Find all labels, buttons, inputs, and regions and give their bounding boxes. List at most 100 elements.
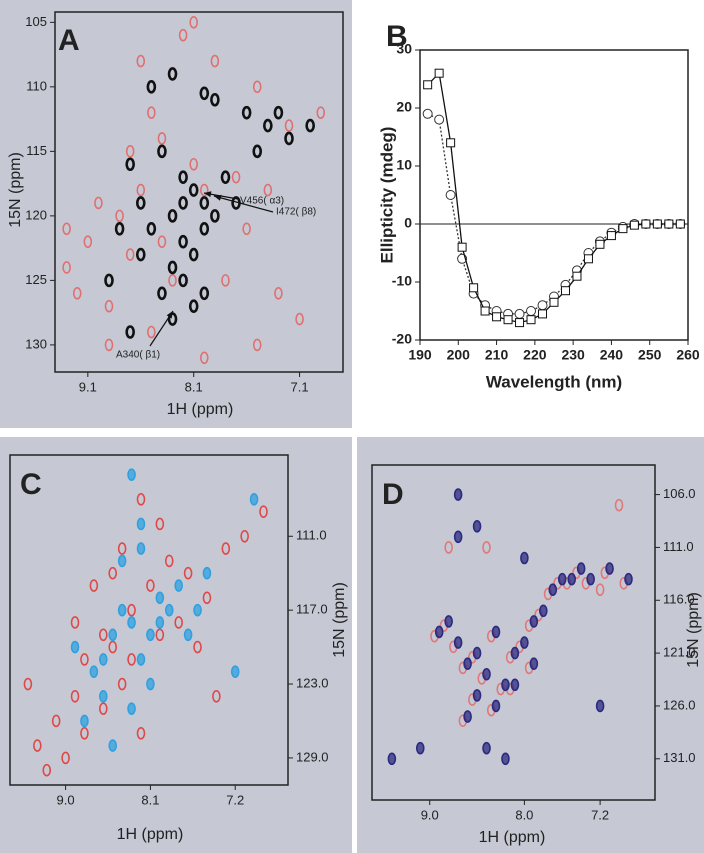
peak [168,274,177,287]
peak [80,714,89,728]
peak [89,665,99,679]
peak [210,92,220,107]
peak [188,247,199,262]
x-tick-label: 220 [523,347,547,363]
peak [136,54,146,68]
peak [188,299,199,313]
peak [305,118,315,133]
y-tick-label: 110 [26,78,47,93]
peak [263,183,273,197]
x-tick-label: 7.2 [591,807,609,822]
marker [445,190,456,200]
peak [595,583,605,597]
peak [157,132,167,145]
peak [199,221,210,236]
peak [23,677,33,691]
peak [62,222,71,236]
marker [457,242,467,252]
peak [520,551,529,565]
y-tick-label: 106.0 [663,486,696,501]
peak [199,196,210,210]
annotation: V456( α3) [240,196,284,207]
peak [125,325,135,339]
marker [560,286,570,296]
x-tick-label: 210 [485,347,509,363]
y-tick-label: 126.0 [663,697,696,712]
peak [263,118,273,133]
x-tick-label: 240 [600,347,624,363]
peak [463,657,472,670]
series-line [427,113,681,315]
peak [174,616,183,629]
x-axis-label: 1H (ppm) [167,401,234,418]
marker [583,254,593,264]
peak [567,572,577,586]
peak [576,562,586,575]
peak [199,286,210,301]
panel-letter: B [386,20,408,53]
x-tick-label: 200 [447,347,471,363]
peak [614,498,624,512]
peak [444,615,453,628]
peak [548,583,558,597]
y-tick-label: 10 [396,157,412,173]
peak [415,741,425,755]
peak [557,572,567,586]
peak [316,106,326,119]
peak [444,541,453,554]
peak [89,579,99,592]
peak [510,678,520,692]
marker [492,312,502,322]
peak [61,751,70,765]
marker [434,114,445,125]
peak [605,562,614,575]
x-tick-label: 9.0 [421,807,439,822]
peak [94,196,103,210]
plot-frame [54,11,344,373]
peak [210,54,220,68]
peak [183,566,193,580]
annotation-arrow [213,195,274,213]
peak [125,145,135,158]
peak [104,338,114,352]
peak [178,170,188,184]
peak [136,653,146,666]
peak [453,636,463,649]
peak [482,541,491,554]
y-tick-label: 120 [25,207,47,222]
peak [178,28,188,42]
peak [252,80,262,94]
peak [104,299,114,313]
peak [178,234,188,249]
peak [624,572,633,586]
y-tick-label: 30 [396,41,412,57]
y-tick-label: 105 [25,14,47,29]
peak [164,554,174,568]
annotation: I472( β8) [276,207,316,218]
peak [70,616,80,629]
peak [539,604,548,618]
y-tick-label: 117.0 [296,602,328,617]
marker [480,306,490,316]
peak [220,170,231,184]
peak [178,196,188,210]
peak [241,105,252,120]
marker [641,219,651,229]
peak [108,739,118,752]
plot-frame [9,454,289,786]
y-axis-label: 15N (ppm) [685,592,702,668]
peak [193,603,202,617]
peak [434,625,444,639]
x-tick-label: 9.0 [57,792,75,807]
peak [117,554,127,568]
peak [164,603,174,617]
marker [423,80,433,90]
peak [136,183,146,197]
peak [189,16,199,29]
x-tick-label: 7.1 [291,379,309,394]
peak [193,640,202,654]
x-axis-label: 1H (ppm) [479,829,546,846]
peak [115,209,124,223]
peak [127,468,136,482]
